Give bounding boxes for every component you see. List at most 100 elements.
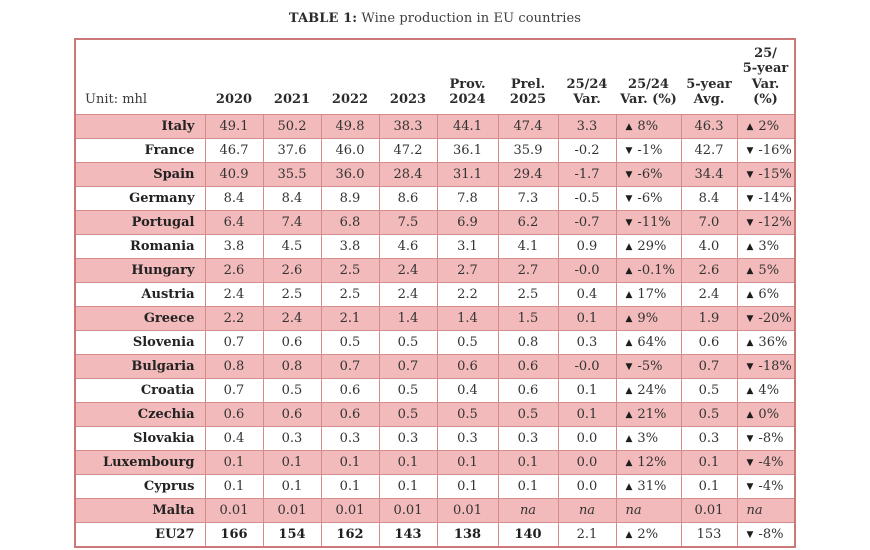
- table-row: EU27 166 154 162 143 138 140 2.1 ▲ 2% 153 ▼ -8%: [74, 522, 796, 548]
- table-cell: 7.8: [436, 186, 499, 212]
- table-cell: 0.5: [436, 402, 499, 428]
- down-triangle-icon: ▼: [746, 194, 754, 205]
- table-cell: 47.2: [378, 138, 438, 164]
- down-triangle-icon: ▼: [746, 218, 754, 229]
- table-cell: 2.4: [680, 282, 738, 308]
- down-triangle-icon: ▼: [625, 170, 633, 181]
- table-cell: 1.5: [497, 306, 559, 332]
- percent-value: -6%: [637, 191, 663, 207]
- table-cell: 0.1: [378, 450, 438, 476]
- table-cell: 2.7: [436, 258, 499, 284]
- table-title-text: Wine production in EU countries: [357, 11, 582, 26]
- table-cell: 2.4: [378, 258, 438, 284]
- table-cell: -0.2: [557, 138, 617, 164]
- table-cell: ▲ 31%: [615, 474, 682, 500]
- table-cell: 0.8: [204, 354, 264, 380]
- percent-value: 31%: [637, 479, 667, 495]
- table-cell: 6.8: [320, 210, 380, 236]
- percent-value: 8%: [637, 119, 659, 135]
- table-cell: 0.8: [497, 330, 559, 356]
- table-cell: ▲ 6%: [736, 282, 796, 308]
- table-cell: ▼ -8%: [736, 522, 796, 548]
- table-cell: 2.6: [204, 258, 264, 284]
- table-cell: 0.0: [557, 426, 617, 452]
- row-label: EU27: [74, 522, 206, 548]
- table-cell: 46.0: [320, 138, 380, 164]
- table-row: Croatia 0.7 0.5 0.6 0.5 0.4 0.6 0.1 ▲ 24% 0.5 ▲ 4%: [74, 378, 796, 404]
- up-triangle-icon: ▲: [746, 386, 754, 397]
- table-row: Austria 2.4 2.5 2.5 2.4 2.2 2.5 0.4 ▲ 17% 2.4 ▲ 6%: [74, 282, 796, 308]
- up-triangle-icon: ▲: [746, 242, 754, 253]
- table-cell: ▲ 24%: [615, 378, 682, 404]
- table-cell: ▲ 0%: [736, 402, 796, 428]
- percent-value: 4%: [758, 383, 780, 399]
- table-cell: 0.3: [557, 330, 617, 356]
- table-cell: 2.6: [262, 258, 322, 284]
- table-cell: ▲ 21%: [615, 402, 682, 428]
- table-cell: 44.1: [436, 114, 499, 140]
- table-cell: 0.1: [680, 474, 738, 500]
- table-cell: ▼ -6%: [615, 186, 682, 212]
- table-cell: 2.6: [680, 258, 738, 284]
- down-triangle-icon: ▼: [746, 146, 754, 157]
- table-cell: 0.4: [204, 426, 264, 452]
- table-cell: -0.7: [557, 210, 617, 236]
- table-cell: 8.6: [378, 186, 438, 212]
- table-cell: -0.0: [557, 354, 617, 380]
- table-cell: na: [497, 498, 559, 524]
- table-cell: 143: [378, 522, 438, 548]
- row-label: Croatia: [74, 378, 206, 404]
- table-cell: 0.6: [320, 378, 380, 404]
- column-header: 5-year Avg.: [681, 39, 737, 115]
- table-cell: na: [557, 498, 617, 524]
- table-cell: 29.4: [497, 162, 559, 188]
- table-cell: 1.4: [436, 306, 499, 332]
- table-cell: 7.5: [378, 210, 438, 236]
- table-cell: ▼ -18%: [736, 354, 796, 380]
- table-cell: 36.0: [320, 162, 380, 188]
- table-cell: 0.5: [436, 330, 499, 356]
- table-cell: 1.4: [378, 306, 438, 332]
- table-row: Bulgaria 0.8 0.8 0.7 0.7 0.6 0.6 -0.0 ▼ -5% 0.7 ▼ -1…: [74, 354, 796, 380]
- row-label: Cyprus: [74, 474, 206, 500]
- percent-value: 3%: [637, 431, 659, 447]
- table-cell: 0.4: [436, 378, 499, 404]
- table-cell: 4.1: [497, 234, 559, 260]
- table-cell: 35.9: [497, 138, 559, 164]
- up-triangle-icon: ▲: [625, 122, 633, 133]
- down-triangle-icon: ▼: [746, 362, 754, 373]
- table-cell: 0.01: [262, 498, 322, 524]
- table-cell: 3.3: [557, 114, 617, 140]
- table-cell: ▼ -1%: [615, 138, 682, 164]
- up-triangle-icon: ▲: [625, 434, 633, 445]
- table-row: Cyprus 0.1 0.1 0.1 0.1 0.1 0.1 0.0 ▲ 31% 0.1 ▼ -4%: [74, 474, 796, 500]
- up-triangle-icon: ▲: [746, 410, 754, 421]
- table-cell: 7.3: [497, 186, 559, 212]
- percent-value: 5%: [758, 263, 780, 279]
- table-row: Greece 2.2 2.4 2.1 1.4 1.4 1.5 0.1 ▲ 9% 1.9 ▼ -20%: [74, 306, 796, 332]
- table-row: Italy 49.1 50.2 49.8 38.3 44.1 47.4 3.3 ▲ 8% 46.3 ▲…: [74, 114, 796, 140]
- percent-value: 0%: [758, 407, 780, 423]
- table-cell: 0.1: [436, 474, 499, 500]
- percent-value: -4%: [758, 455, 784, 471]
- table-cell: 0.7: [320, 354, 380, 380]
- table-cell: 42.7: [680, 138, 738, 164]
- column-header: 2020: [205, 39, 263, 115]
- table-cell: 0.5: [378, 330, 438, 356]
- table-cell: 0.1: [320, 474, 380, 500]
- table-cell: 0.01: [680, 498, 738, 524]
- table-cell: 0.1: [436, 450, 499, 476]
- percent-value: 2%: [758, 119, 780, 135]
- table-cell: 46.7: [204, 138, 264, 164]
- table-cell: 0.8: [262, 354, 322, 380]
- table-cell: 2.4: [262, 306, 322, 332]
- up-triangle-icon: ▲: [746, 290, 754, 301]
- table-cell: 0.5: [378, 402, 438, 428]
- table-cell: 46.3: [680, 114, 738, 140]
- row-label: Luxembourg: [74, 450, 206, 476]
- table-cell: ▼ -14%: [736, 186, 796, 212]
- table-cell: 6.2: [497, 210, 559, 236]
- row-label: Hungary: [74, 258, 206, 284]
- unit-label: Unit: mhl: [75, 39, 205, 115]
- row-label: Germany: [74, 186, 206, 212]
